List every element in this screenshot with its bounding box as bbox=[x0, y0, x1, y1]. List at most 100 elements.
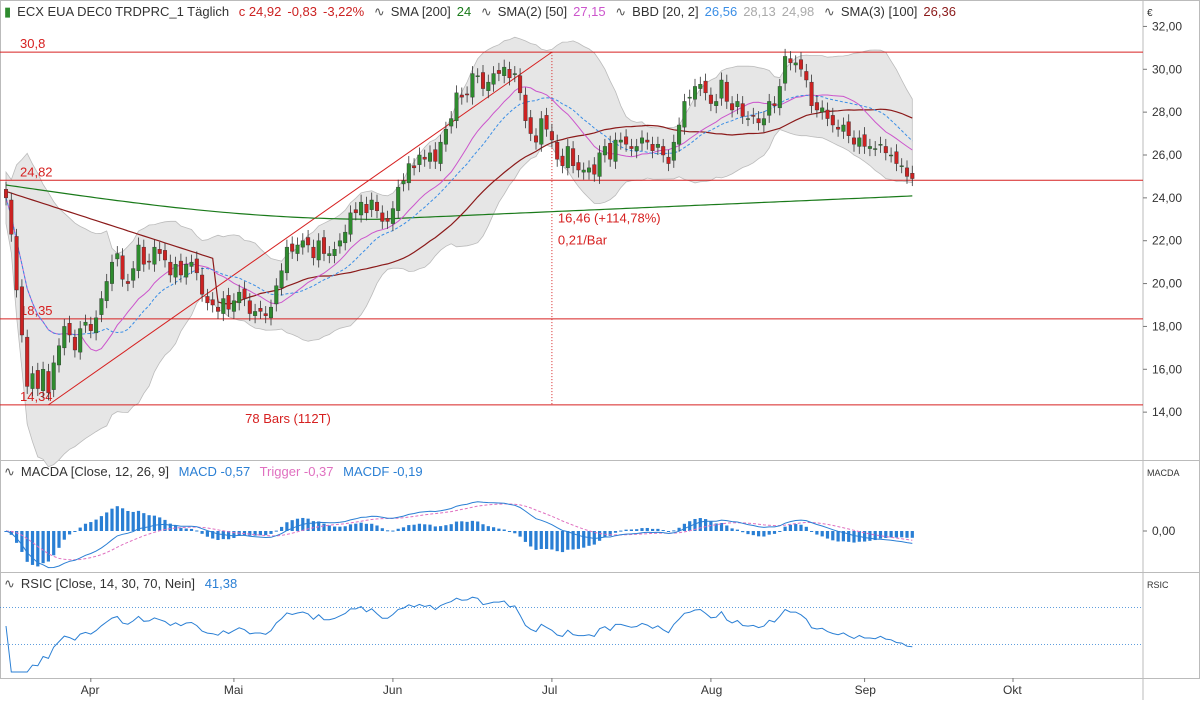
macd-histogram-bar bbox=[152, 515, 156, 531]
macd-histogram-bar bbox=[62, 531, 66, 540]
candle-body bbox=[14, 236, 19, 291]
macd-histogram-bar bbox=[68, 531, 72, 535]
candle-body bbox=[708, 94, 713, 104]
macd-histogram-bar bbox=[910, 531, 914, 538]
candle-body bbox=[412, 165, 417, 169]
macd-histogram-bar bbox=[396, 528, 400, 531]
macd-histogram-bar bbox=[767, 531, 771, 535]
macd-histogram-bar bbox=[894, 531, 898, 538]
candle-body bbox=[231, 300, 236, 312]
macd-value: MACD -0,57 bbox=[178, 464, 251, 479]
candle-body bbox=[401, 180, 406, 185]
candle-body bbox=[125, 281, 130, 284]
candle-body bbox=[534, 135, 539, 143]
macd-histogram-bar bbox=[497, 528, 501, 531]
macd-histogram-bar bbox=[184, 528, 188, 531]
candle-body bbox=[253, 311, 258, 316]
candle-body bbox=[799, 59, 804, 70]
macd-histogram-bar bbox=[57, 531, 61, 548]
macd-histogram-bar bbox=[587, 531, 591, 546]
macd-histogram-bar bbox=[163, 519, 167, 531]
y-tick-label: 30,00 bbox=[1152, 62, 1182, 76]
candle-body bbox=[94, 317, 99, 334]
candle-body bbox=[475, 75, 480, 77]
candle-body bbox=[650, 144, 655, 151]
candle-body bbox=[910, 173, 915, 179]
candle-body bbox=[820, 107, 825, 113]
candle-body bbox=[581, 169, 586, 173]
macd-histogram-bar bbox=[476, 521, 480, 531]
macd-histogram-bar bbox=[386, 530, 390, 532]
macd-histogram-bar bbox=[311, 521, 315, 531]
macd-histogram-bar bbox=[645, 527, 649, 531]
macd-histogram-bar bbox=[147, 515, 151, 531]
candle-body bbox=[269, 306, 274, 319]
candle-body bbox=[67, 323, 72, 336]
macd-histogram-bar bbox=[295, 518, 300, 531]
macd-histogram-bar bbox=[375, 525, 379, 531]
candle-body bbox=[406, 163, 411, 184]
candle-body bbox=[486, 81, 491, 91]
candle-body bbox=[327, 253, 332, 256]
macd-histogram-bar bbox=[290, 520, 294, 531]
macd-histogram-bar bbox=[635, 529, 639, 531]
rsi-line bbox=[5, 596, 913, 673]
macd-histogram-bar bbox=[778, 531, 782, 532]
bbd-mid-value: 26,56 bbox=[704, 4, 738, 19]
macd-label: MACDA [Close, 12, 26, 9] bbox=[20, 464, 170, 479]
macd-histogram-bar bbox=[110, 508, 114, 531]
macd-histogram-bar bbox=[121, 508, 125, 531]
macd-histogram-bar bbox=[89, 522, 93, 531]
candle-body bbox=[184, 264, 189, 278]
candle-body bbox=[677, 124, 682, 145]
macd-histogram-bar bbox=[417, 523, 421, 531]
macd-histogram-bar bbox=[216, 531, 220, 541]
macd-histogram-bar bbox=[460, 521, 464, 531]
candle-body bbox=[889, 154, 894, 157]
macd-histogram-bar bbox=[338, 526, 342, 531]
candle-body bbox=[210, 299, 215, 306]
candle-body bbox=[215, 306, 220, 312]
candle-body bbox=[449, 118, 454, 127]
macd-histogram-bar bbox=[757, 531, 761, 537]
candle-body bbox=[756, 118, 761, 124]
macd-histogram-bar bbox=[280, 526, 284, 531]
macd-histogram-bar bbox=[428, 524, 432, 531]
candle-body bbox=[560, 155, 565, 166]
candle-body bbox=[200, 274, 205, 295]
trigger-value: Trigger -0,37 bbox=[259, 464, 334, 479]
macd-histogram-bar bbox=[41, 531, 45, 564]
candle-body bbox=[836, 126, 841, 130]
candle-body bbox=[353, 209, 358, 214]
candle-body bbox=[168, 261, 173, 276]
candle-body bbox=[878, 144, 883, 146]
macd-histogram-bar bbox=[221, 531, 225, 540]
macd-histogram-bar bbox=[195, 530, 199, 532]
candle-body bbox=[740, 103, 745, 117]
sma50-value: 27,15 bbox=[573, 4, 606, 19]
candle-body bbox=[719, 79, 724, 99]
macd-histogram-bar bbox=[555, 531, 559, 552]
candle-body bbox=[777, 86, 782, 109]
candle-body bbox=[274, 285, 279, 305]
macd-axis-label: MACDA bbox=[1147, 468, 1180, 478]
candle-body bbox=[587, 167, 592, 173]
macd-histogram-bar bbox=[94, 519, 98, 531]
candle-body bbox=[332, 249, 337, 256]
macd-histogram-bar bbox=[211, 531, 215, 539]
macd-histogram-bar bbox=[518, 531, 522, 537]
rsi-label: RSIC [Close, 14, 30, 70, Nein] bbox=[20, 576, 196, 591]
candle-body bbox=[873, 148, 878, 150]
macd-histogram-bar bbox=[348, 524, 353, 531]
candle-body bbox=[597, 152, 602, 177]
candle-body bbox=[131, 268, 136, 281]
candle-body bbox=[830, 115, 835, 126]
candle-body bbox=[443, 129, 448, 145]
x-tick-label: Aug bbox=[701, 683, 722, 697]
macd-histogram-bar bbox=[592, 531, 596, 545]
instrument-label: ECX EUA DEC0 TRDPRC_1 Täglich bbox=[17, 4, 230, 19]
macd-histogram-bar bbox=[333, 526, 337, 531]
macd-histogram-bar bbox=[470, 520, 474, 531]
macd-histogram-bar bbox=[253, 531, 257, 536]
